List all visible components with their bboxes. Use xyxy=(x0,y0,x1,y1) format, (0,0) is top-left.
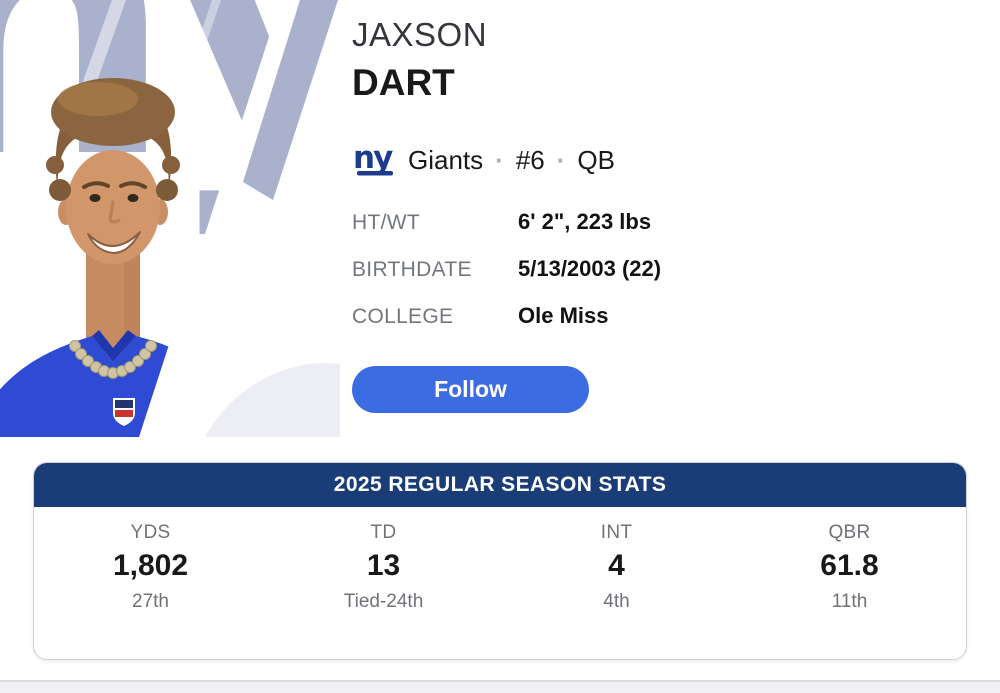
bio-label: COLLEGE xyxy=(352,305,454,328)
follow-button[interactable]: Follow xyxy=(352,366,589,413)
bio-value: 5/13/2003 (22) xyxy=(518,256,662,281)
bio-row-birthdate: BIRTHDATE 5/13/2003 (22) xyxy=(352,256,992,303)
footer-strip xyxy=(0,682,1000,693)
stat-column-td: TD 13 Tied-24th xyxy=(267,522,500,613)
stat-rank: 4th xyxy=(603,591,630,612)
stat-column-int: INT 4 4th xyxy=(500,522,733,613)
player-header: ny xyxy=(0,0,992,437)
stat-rank: 27th xyxy=(132,591,169,612)
stat-label: INT xyxy=(600,522,633,543)
bio-row-htwt: HT/WT 6' 2", 223 lbs xyxy=(352,209,992,256)
bio-value: Ole Miss xyxy=(518,303,609,328)
bio-value: 6' 2", 223 lbs xyxy=(518,209,652,234)
player-last-name: DART xyxy=(352,62,455,103)
stat-label: TD xyxy=(370,522,397,543)
stats-card-title: 2025 REGULAR SEASON STATS xyxy=(333,473,667,496)
jersey-number: #6 xyxy=(515,144,545,175)
stat-label: QBR xyxy=(828,522,871,543)
player-first-name: JAXSON xyxy=(352,16,488,53)
stats-card-header: 2025 REGULAR SEASON STATS xyxy=(34,463,966,507)
player-position: QB xyxy=(577,144,615,175)
stats-card-body: YDS 1,802 27th TD 13 Tied-24th INT 4 4th… xyxy=(34,507,966,613)
nfl-shield-icon xyxy=(113,398,135,426)
section-divider xyxy=(0,680,1000,682)
stat-rank: 11th xyxy=(831,591,868,612)
giants-logo-icon: ny xyxy=(353,140,395,176)
bio-row-college: COLLEGE Ole Miss xyxy=(352,303,992,350)
separator-dot: · xyxy=(495,144,504,175)
separator-dot: · xyxy=(556,144,566,175)
player-photo: ny xyxy=(0,0,340,437)
stat-label: YDS xyxy=(130,522,171,543)
svg-text:ny: ny xyxy=(353,140,393,176)
stat-value: 4 xyxy=(608,549,625,582)
team-name: Giants xyxy=(408,144,484,175)
ny-logo-fragment xyxy=(243,0,338,200)
team-link[interactable]: ny Giants · #6 · QB xyxy=(352,140,992,180)
stat-value: 61.8 xyxy=(820,549,879,582)
shoulder-shading xyxy=(205,362,340,437)
player-info: JAXSON DART ny Giants · #6 · QB HT/WT 6'… xyxy=(352,0,992,413)
season-stats-card: 2025 REGULAR SEASON STATS YDS 1,802 27th… xyxy=(33,462,967,660)
stat-column-qbr: QBR 61.8 11th xyxy=(733,522,966,613)
bio-label: HT/WT xyxy=(352,211,420,234)
player-bio: HT/WT 6' 2", 223 lbs BIRTHDATE 5/13/2003… xyxy=(352,209,992,350)
stat-value: 13 xyxy=(366,549,401,582)
bio-label: BIRTHDATE xyxy=(352,258,472,281)
stat-rank: Tied-24th xyxy=(343,591,424,612)
stat-column-yds: YDS 1,802 27th xyxy=(34,522,267,613)
stat-value: 1,802 xyxy=(112,549,189,582)
